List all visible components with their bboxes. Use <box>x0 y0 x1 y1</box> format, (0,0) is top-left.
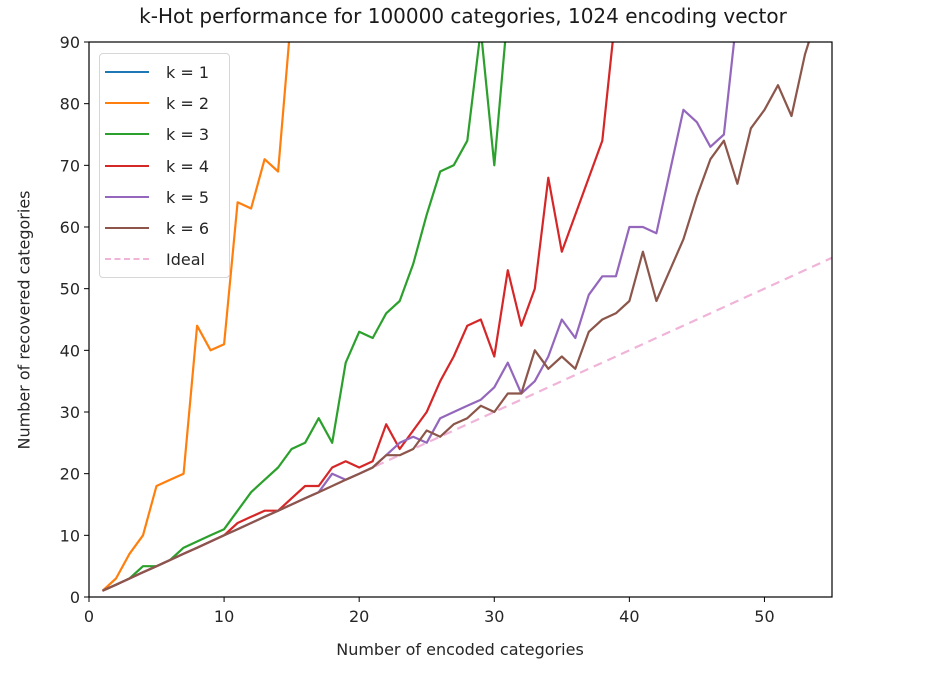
legend-item-ideal: Ideal <box>100 249 205 269</box>
y-tick-label: 60 <box>60 218 80 237</box>
x-axis-label: Number of encoded categories <box>336 640 584 659</box>
legend-swatch <box>105 133 149 135</box>
x-tick-label: 20 <box>349 607 369 626</box>
series-line-ideal <box>102 256 832 592</box>
legend-label: k = 2 <box>166 93 210 113</box>
legend-swatch <box>105 258 149 260</box>
legend-item-k5: k = 5 <box>100 187 209 207</box>
legend-label: k = 6 <box>166 218 210 238</box>
series-line-k6 <box>102 42 811 592</box>
legend-item-k6: k = 6 <box>100 218 209 238</box>
series-line-k2 <box>101 42 291 592</box>
y-tick-label: 30 <box>60 403 80 422</box>
y-axis-label: Number of recovered categories <box>14 190 34 450</box>
legend-item-k4: k = 4 <box>100 156 209 176</box>
y-tick-label: 50 <box>60 280 80 299</box>
legend: k = 1 k = 2 k = 3 k = 4 k = 5 k = 6 Idea… <box>99 53 230 278</box>
legend-item-k3: k = 3 <box>100 124 209 144</box>
y-tick-label: 70 <box>60 156 80 175</box>
chart-title: k-Hot performance for 100000 categories,… <box>139 4 787 28</box>
legend-swatch <box>105 71 149 73</box>
legend-label: Ideal <box>166 249 205 269</box>
legend-label: k = 4 <box>166 156 210 176</box>
legend-swatch <box>105 102 149 104</box>
x-tick-label: 50 <box>754 607 774 626</box>
legend-swatch <box>105 227 149 229</box>
legend-label: k = 3 <box>166 124 210 144</box>
legend-item-k1: k = 1 <box>100 62 209 82</box>
y-tick-label: 10 <box>60 526 80 545</box>
y-tick-label: 90 <box>60 33 80 52</box>
y-tick-label: 20 <box>60 465 80 484</box>
x-tick-label: 10 <box>214 607 234 626</box>
plot-frame <box>88 41 833 598</box>
x-tick-label: 0 <box>84 607 94 626</box>
axis-ticks: 0 10 20 30 40 50 0 10 20 30 40 50 60 70 80 90 <box>60 33 775 626</box>
x-tick-label: 40 <box>619 607 639 626</box>
y-tick-label: 80 <box>60 95 80 114</box>
legend-swatch <box>105 196 149 198</box>
series-lines <box>101 42 832 592</box>
legend-item-k2: k = 2 <box>100 93 209 113</box>
y-tick-label: 0 <box>70 588 80 607</box>
legend-label: k = 1 <box>166 62 210 82</box>
y-tick-label: 40 <box>60 341 80 360</box>
legend-label: k = 5 <box>166 187 210 207</box>
legend-swatch <box>105 165 149 167</box>
x-tick-label: 30 <box>484 607 504 626</box>
